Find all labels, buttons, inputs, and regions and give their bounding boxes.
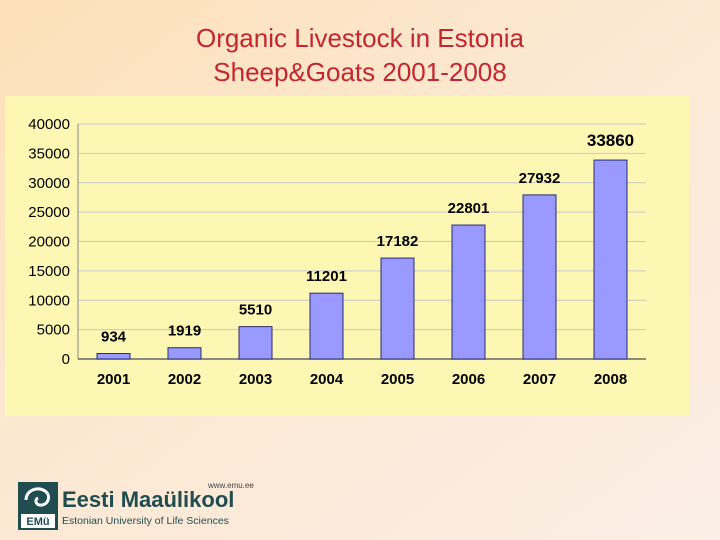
x-tick-label: 2003 [239,371,272,388]
y-tick-label: 35000 [28,145,70,162]
data-label: 27932 [519,170,561,187]
y-tick-label: 5000 [37,322,70,339]
y-tick-label: 40000 [28,116,70,133]
bar [96,353,131,360]
x-tick-label: 2004 [310,371,344,388]
y-tick-label: 10000 [28,292,70,309]
logo-swirl-icon [24,487,51,507]
bar [522,194,557,360]
logo-subtitle: Estonian University of Life Sciences [62,515,229,527]
logo-badge-text: EMü [26,516,49,528]
bar [451,224,486,360]
data-label: 17182 [377,233,419,250]
x-tick-label: 2002 [168,371,201,388]
x-tick-label: 2005 [381,371,414,388]
university-logo: EMü [18,482,58,530]
bar [593,159,628,360]
y-tick-label: 30000 [28,175,70,192]
bar [167,347,202,360]
data-label: 33860 [587,131,634,150]
x-tick-label: 2008 [594,371,627,388]
y-tick-label: 15000 [28,263,70,280]
bar [238,326,273,360]
chart-title-line-2: Sheep&Goats 2001-2008 [213,57,507,87]
data-label: 934 [101,329,127,346]
logo-url: www.emu.ee [208,481,254,490]
x-tick-label: 2007 [523,371,556,388]
x-tick-label: 2006 [452,371,485,388]
data-label: 22801 [448,200,490,217]
chart-panel: 0 5000 10000 15000 20000 25000 30000 35000 40000… [5,96,689,416]
data-label: 5510 [239,302,272,319]
logo-name: Eesti Maaülikool [62,487,235,512]
data-label: 1919 [168,323,201,340]
bar-chart: 0 5000 10000 15000 20000 25000 30000 35000 40000… [28,116,646,388]
y-tick-label: 20000 [28,234,70,251]
y-tick-label: 0 [62,351,70,368]
logo-badge-box [21,514,55,528]
data-label: 11201 [306,268,347,285]
chart-title-line-1: Organic Livestock in Estonia [195,23,525,53]
bar [380,257,415,360]
x-tick-label: 2001 [97,371,130,388]
y-tick-label: 25000 [28,204,70,221]
bar [309,292,344,360]
